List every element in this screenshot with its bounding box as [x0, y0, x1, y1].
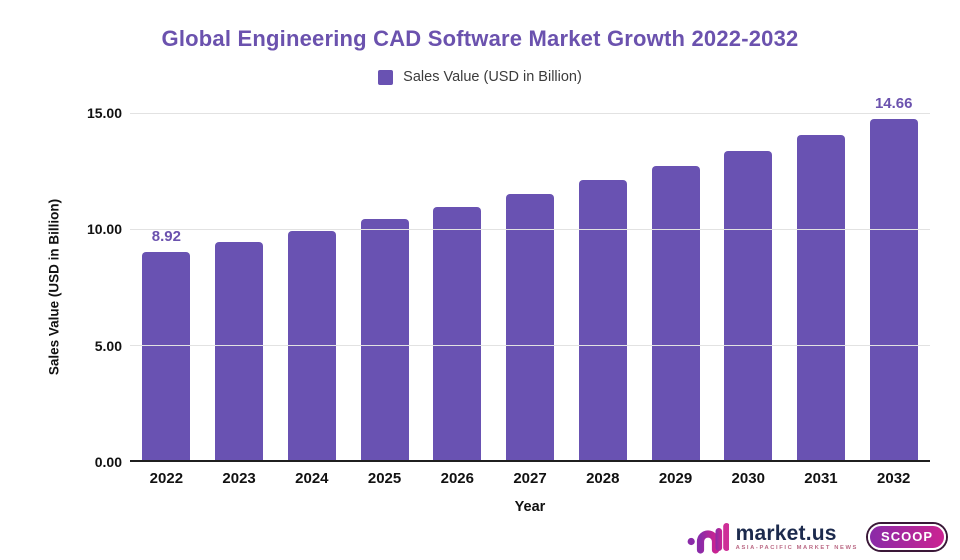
y-axis-title: Sales Value (USD in Billion)	[46, 198, 62, 376]
bar-slot-2029	[639, 113, 712, 460]
gridline-5.00	[130, 345, 930, 347]
y-tick-label-15.00: 15.00	[86, 105, 122, 121]
bar-slot-2032: 14.66	[857, 95, 930, 460]
bar-2027	[506, 194, 555, 460]
bar-slot-2025	[348, 113, 421, 460]
bar-slot-2027	[494, 113, 567, 460]
bar-2025	[360, 219, 409, 460]
scoop-badge: SCOOP	[868, 524, 946, 550]
gridline-10.00	[130, 228, 930, 230]
x-tick-label-2030: 2030	[731, 470, 765, 487]
bar-slot-2023	[203, 113, 276, 460]
chart-region: Sales Value (USD in Billion) 8.92 14.66 0…	[0, 95, 960, 470]
x-tick-label-2025: 2025	[367, 470, 402, 487]
x-tick-label-2027: 2027	[513, 470, 547, 487]
brand-block: market.us ASIA-PACIFIC MARKET NEWS	[736, 523, 858, 552]
bar-2022	[142, 252, 191, 460]
y-tick-label-10.00: 10.00	[86, 221, 122, 238]
bar-slot-2026	[421, 113, 494, 460]
x-tick-label-2031: 2031	[804, 470, 838, 487]
bar-slot-2024	[275, 113, 348, 460]
bar-2030	[724, 151, 773, 460]
bar-slot-2022: 8.92	[130, 113, 203, 460]
x-tick-label-2029: 2029	[658, 470, 693, 487]
brand-name: market.us	[735, 521, 837, 545]
bar-slot-2031	[785, 113, 858, 460]
legend: Sales Value (USD in Billion)	[0, 69, 960, 85]
y-tick-label-0.00: 0.00	[94, 454, 122, 470]
bar-2029	[651, 166, 700, 460]
bar-2026	[433, 206, 482, 460]
bar-2023	[215, 242, 264, 460]
x-tick-label-2023: 2023	[222, 470, 256, 487]
legend-swatch-icon	[378, 69, 394, 85]
x-tick-label-2024: 2024	[295, 470, 329, 487]
bar-2028	[578, 180, 627, 460]
y-tick-label-5.00: 5.00	[94, 337, 122, 354]
x-tick-label-2022: 2022	[149, 470, 184, 487]
market-us-logo: market.us ASIA-PACIFIC MARKET NEWS SCOOP	[687, 520, 946, 554]
bar-value-label-2022: 8.92	[151, 228, 181, 246]
brand-tagline: ASIA-PACIFIC MARKET NEWS	[735, 544, 859, 551]
x-axis-title: Year	[514, 499, 546, 515]
bar-slot-2028	[566, 113, 639, 460]
x-axis-tick-labels: 2022 2023 2024 2025 2026 2027 2028 2029 2030 2031…	[130, 470, 930, 487]
x-tick-label-2026: 2026	[440, 470, 474, 487]
plot-area: 8.92 14.66	[130, 95, 930, 462]
market-us-logo-icon	[687, 523, 729, 554]
bar-2031	[796, 135, 845, 460]
bar-slot-2030	[712, 113, 785, 460]
chart-title: Global Engineering CAD Software Market G…	[161, 26, 799, 51]
legend-label: Sales Value (USD in Billion)	[403, 69, 582, 85]
bars-row: 8.92 14.66	[130, 95, 930, 460]
gridline-15.00	[130, 112, 930, 114]
x-tick-label-2032: 2032	[877, 470, 911, 487]
bar-2032	[869, 118, 918, 460]
bar-value-label-2032: 14.66	[874, 94, 913, 112]
x-tick-label-2028: 2028	[586, 470, 620, 487]
